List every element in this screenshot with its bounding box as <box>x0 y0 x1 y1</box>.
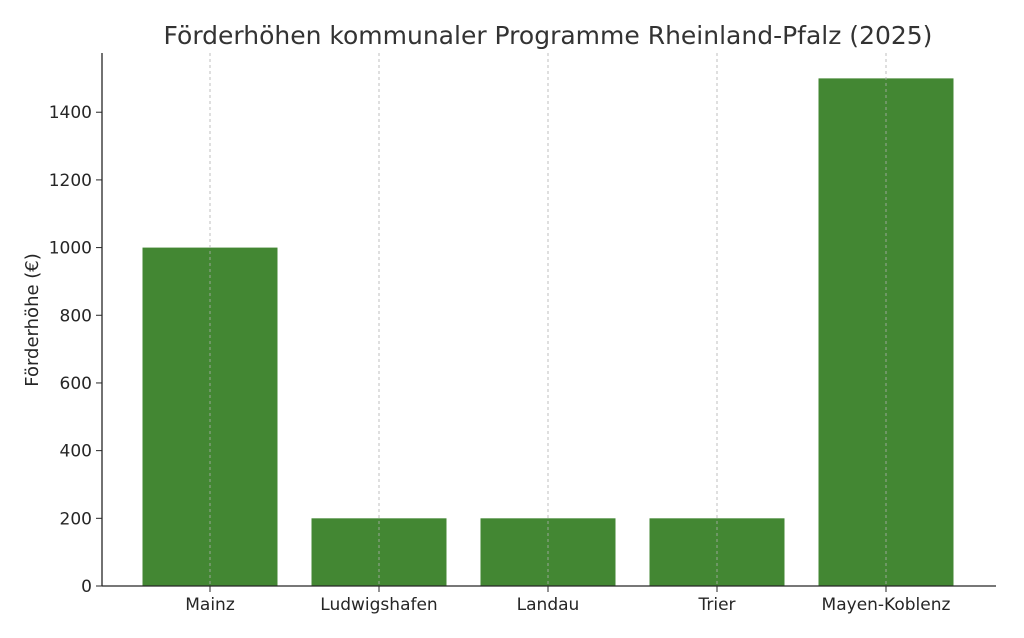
y-axis-label: Förderhöhe (€) <box>22 253 43 387</box>
y-tick-label: 1200 <box>49 171 92 191</box>
x-tick-label: Ludwigshafen <box>320 595 437 615</box>
x-ticks: Mainz Ludwigshafen Landau Trier Mayen-Koblen… <box>185 586 951 615</box>
x-tick-label: Trier <box>697 595 735 615</box>
y-tick-label: 400 <box>60 442 92 462</box>
chart-title: Förderhöhen kommunaler Programme Rheinla… <box>164 21 933 50</box>
y-tick-label: 600 <box>60 374 92 394</box>
y-tick-label: 800 <box>60 306 92 326</box>
y-tick-label: 1400 <box>49 103 92 123</box>
y-tick-label: 200 <box>60 509 92 529</box>
y-tick-label: 0 <box>81 577 92 597</box>
y-ticks: 0 200 400 600 800 1000 1200 1400 <box>49 103 102 597</box>
x-tick-label: Landau <box>517 595 580 615</box>
grid-lines <box>209 53 887 586</box>
y-tick-label: 1000 <box>49 239 92 259</box>
axes <box>101 53 996 587</box>
x-tick-label: Mainz <box>185 595 235 615</box>
x-tick-label: Mayen-Koblenz <box>822 595 951 615</box>
